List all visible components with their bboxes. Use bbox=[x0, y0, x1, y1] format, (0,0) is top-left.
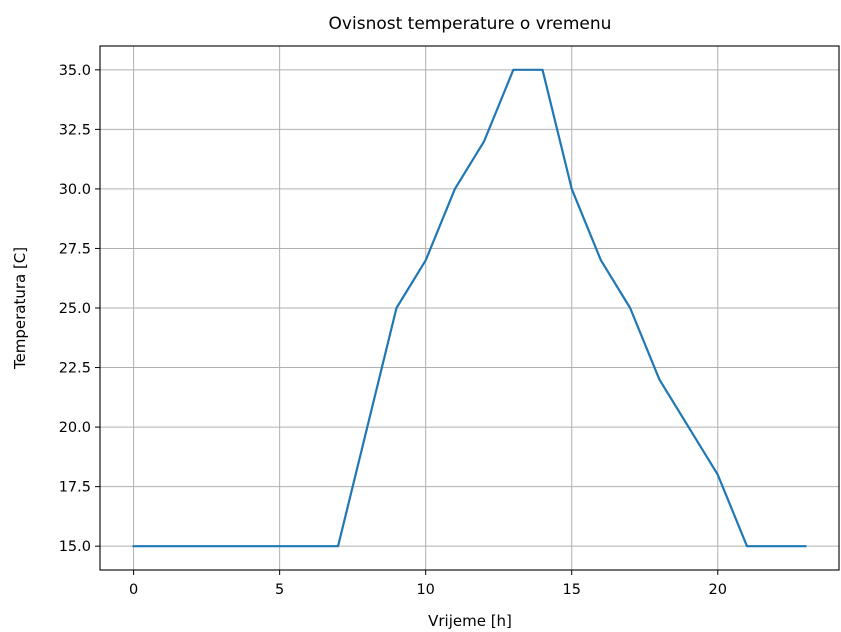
series-layer bbox=[132, 68, 807, 548]
x-tick-label: 15 bbox=[563, 582, 581, 598]
x-tick-label: 20 bbox=[709, 582, 727, 598]
x-axis: 0 5 10 15 20 bbox=[129, 570, 727, 598]
y-axis: 15.0 17.5 20.0 22.5 25.0 27.5 30.0 32.5 35.0 bbox=[59, 63, 100, 555]
y-tick-label: 20.0 bbox=[59, 420, 91, 436]
y-tick-label: 22.5 bbox=[59, 361, 91, 377]
y-tick-label: 25.0 bbox=[59, 301, 91, 317]
y-tick-label: 32.5 bbox=[59, 122, 91, 138]
y-tick-label: 17.5 bbox=[59, 480, 91, 496]
grid bbox=[100, 46, 839, 570]
y-tick-label: 27.5 bbox=[59, 241, 91, 257]
y-tick-label: 30.0 bbox=[59, 182, 91, 198]
x-axis-label: Vrijeme [h] bbox=[428, 612, 512, 630]
y-axis-label: Temperatura [C] bbox=[11, 247, 29, 370]
x-tick-label: 10 bbox=[416, 582, 434, 598]
y-tick-label: 35.0 bbox=[59, 63, 91, 79]
chart-title: Ovisnost temperature o vremenu bbox=[329, 14, 612, 34]
x-tick-label: 5 bbox=[275, 582, 284, 598]
x-tick-label: 0 bbox=[129, 582, 138, 598]
y-tick-label: 15.0 bbox=[59, 539, 91, 555]
series-line bbox=[132, 68, 807, 548]
